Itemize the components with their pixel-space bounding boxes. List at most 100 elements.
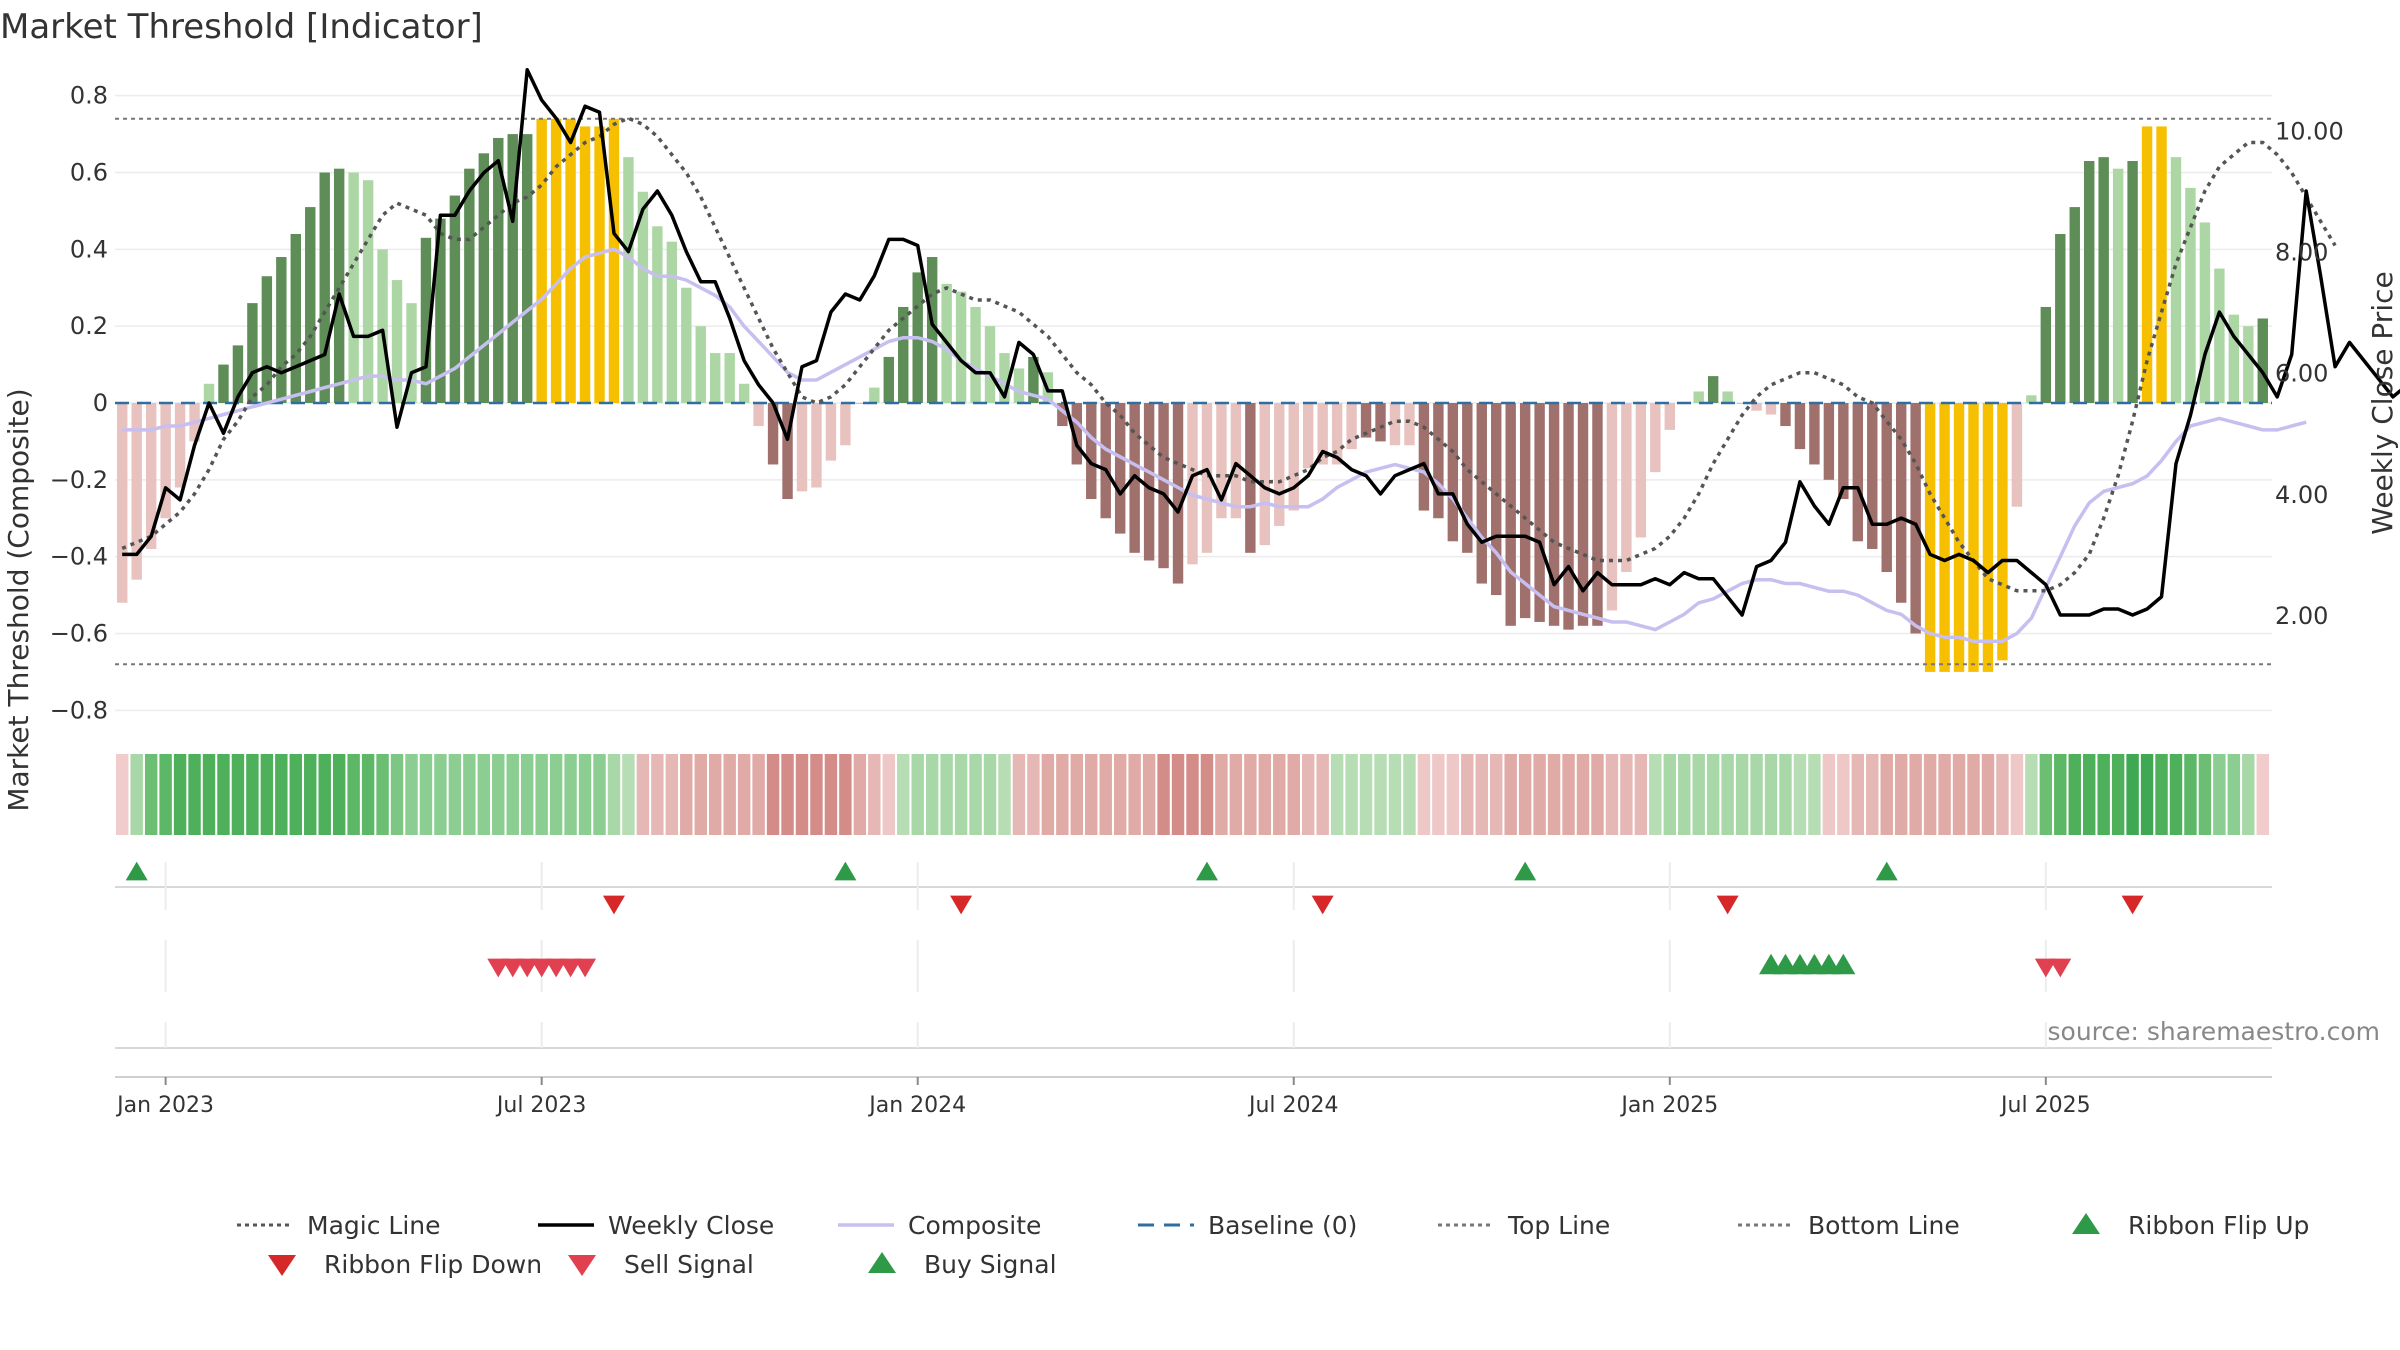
ribbon-cell bbox=[1620, 754, 1633, 835]
composite-bar bbox=[1230, 403, 1242, 519]
ribbon-cell bbox=[1432, 754, 1445, 835]
composite-bar bbox=[1707, 376, 1719, 403]
composite-bar bbox=[1216, 403, 1227, 519]
sell-signal-marker bbox=[2049, 958, 2072, 978]
ribbon-cell bbox=[1721, 754, 1734, 835]
legend-swatch bbox=[568, 1255, 596, 1276]
ribbon-cell bbox=[520, 754, 534, 835]
y-tick-label-left: 0.6 bbox=[70, 159, 108, 187]
ribbon-flip-up-marker bbox=[834, 861, 857, 881]
ribbon-flip-up-marker bbox=[1875, 861, 1898, 881]
ribbon-cell bbox=[1894, 754, 1908, 835]
composite-bar bbox=[710, 353, 721, 403]
composite-bar bbox=[507, 134, 518, 403]
composite-bar bbox=[1433, 403, 1444, 519]
ribbon-flip-down-marker bbox=[950, 895, 973, 915]
composite-bar bbox=[1288, 403, 1299, 511]
ribbon-cell bbox=[694, 754, 707, 835]
ribbon-cell bbox=[1649, 754, 1662, 835]
composite-bar bbox=[1548, 403, 1560, 626]
ribbon-cell bbox=[390, 754, 404, 835]
composite-bar bbox=[926, 257, 938, 403]
composite-bar bbox=[1476, 403, 1487, 584]
source-text: source: sharemaestro.com bbox=[2048, 1017, 2381, 1046]
composite-bar bbox=[883, 356, 894, 403]
y-tick-label-left: 0.8 bbox=[70, 82, 108, 110]
ribbon-cell bbox=[2184, 754, 2197, 835]
ribbon-cell bbox=[781, 754, 794, 835]
chart-title: Market Threshold [Indicator] bbox=[0, 7, 483, 47]
composite-bar bbox=[1592, 403, 1603, 626]
ribbon-cell bbox=[1706, 754, 1720, 835]
ribbon-flip-up-marker bbox=[1514, 861, 1537, 881]
ribbon-cell bbox=[1301, 754, 1315, 835]
composite-bar bbox=[1867, 403, 1878, 549]
composite-bar bbox=[1491, 403, 1502, 596]
ribbon-cell bbox=[593, 754, 606, 835]
ribbon-cell bbox=[839, 754, 852, 835]
composite-bar bbox=[2084, 160, 2095, 403]
ribbon-cell bbox=[1866, 754, 1879, 835]
weekly-close-line bbox=[122, 68, 2400, 617]
composite-bar bbox=[1086, 403, 1097, 500]
ribbon-cell bbox=[1229, 754, 1243, 835]
legend-label: Composite bbox=[908, 1211, 1041, 1240]
composite-bar bbox=[2199, 222, 2211, 403]
composite-bar bbox=[1302, 403, 1314, 469]
ribbon-cell bbox=[1374, 754, 1387, 835]
ribbon-cell bbox=[1388, 754, 1402, 835]
composite-bar bbox=[637, 191, 649, 403]
y-tick-label-right: 10.00 bbox=[2275, 117, 2344, 145]
composite-bar bbox=[1621, 403, 1632, 573]
legend-swatch bbox=[868, 1252, 896, 1273]
composite-bar bbox=[145, 403, 157, 549]
ribbon-cell bbox=[622, 754, 635, 835]
ribbon-cell bbox=[1461, 754, 1474, 835]
legend-label: Magic Line bbox=[307, 1211, 441, 1240]
ribbon-cell bbox=[2126, 754, 2139, 835]
composite-bar bbox=[391, 280, 403, 403]
composite-bar bbox=[1722, 391, 1733, 403]
ribbon-cell bbox=[911, 754, 924, 835]
y-tick-label-left: 0.4 bbox=[70, 235, 108, 263]
x-tick-label: Jul 2025 bbox=[1999, 1093, 2091, 1118]
composite-bar bbox=[1982, 403, 1994, 672]
composite-bar bbox=[1274, 403, 1285, 526]
composite-bar bbox=[796, 403, 808, 492]
legend-label: Baseline (0) bbox=[1208, 1211, 1357, 1240]
composite-bar bbox=[1953, 403, 1965, 672]
composite-bar bbox=[1143, 403, 1155, 561]
ribbon-cell bbox=[275, 754, 288, 835]
ribbon-cell bbox=[1475, 754, 1488, 835]
ribbon-cell bbox=[549, 754, 563, 835]
composite-bar bbox=[276, 257, 287, 403]
ribbon-cell bbox=[1359, 754, 1373, 835]
composite-bar bbox=[319, 172, 330, 403]
composite-bar bbox=[305, 207, 316, 403]
ribbon-flip-up-marker bbox=[125, 861, 148, 881]
ribbon-cell bbox=[1952, 754, 1966, 835]
ribbon-cell bbox=[1837, 754, 1850, 835]
ribbon-cell bbox=[1764, 754, 1778, 835]
composite-bar bbox=[117, 403, 128, 603]
composite-bar bbox=[2156, 126, 2167, 403]
ribbon-cell bbox=[2039, 754, 2053, 835]
ribbon-cell bbox=[1779, 754, 1792, 835]
composite-bar bbox=[999, 353, 1010, 403]
composite-bar bbox=[2112, 168, 2124, 403]
composite-bar bbox=[2098, 157, 2109, 403]
ribbon-cell bbox=[1967, 754, 1980, 835]
ribbon-cell bbox=[347, 754, 360, 835]
y-tick-label-left: 0 bbox=[93, 389, 108, 417]
ribbon-cell bbox=[636, 754, 650, 835]
ribbon-cell bbox=[998, 754, 1011, 835]
composite-bar bbox=[2243, 326, 2254, 403]
ribbon-cell bbox=[1446, 754, 1460, 835]
ribbon-cell bbox=[2256, 754, 2269, 835]
legend-label: Top Line bbox=[1507, 1211, 1610, 1240]
ribbon-cell bbox=[1113, 754, 1127, 835]
ribbon-cell bbox=[506, 754, 519, 835]
ribbon-cell bbox=[853, 754, 867, 835]
ribbon-cell bbox=[1215, 754, 1228, 835]
composite-bar bbox=[1563, 403, 1574, 630]
